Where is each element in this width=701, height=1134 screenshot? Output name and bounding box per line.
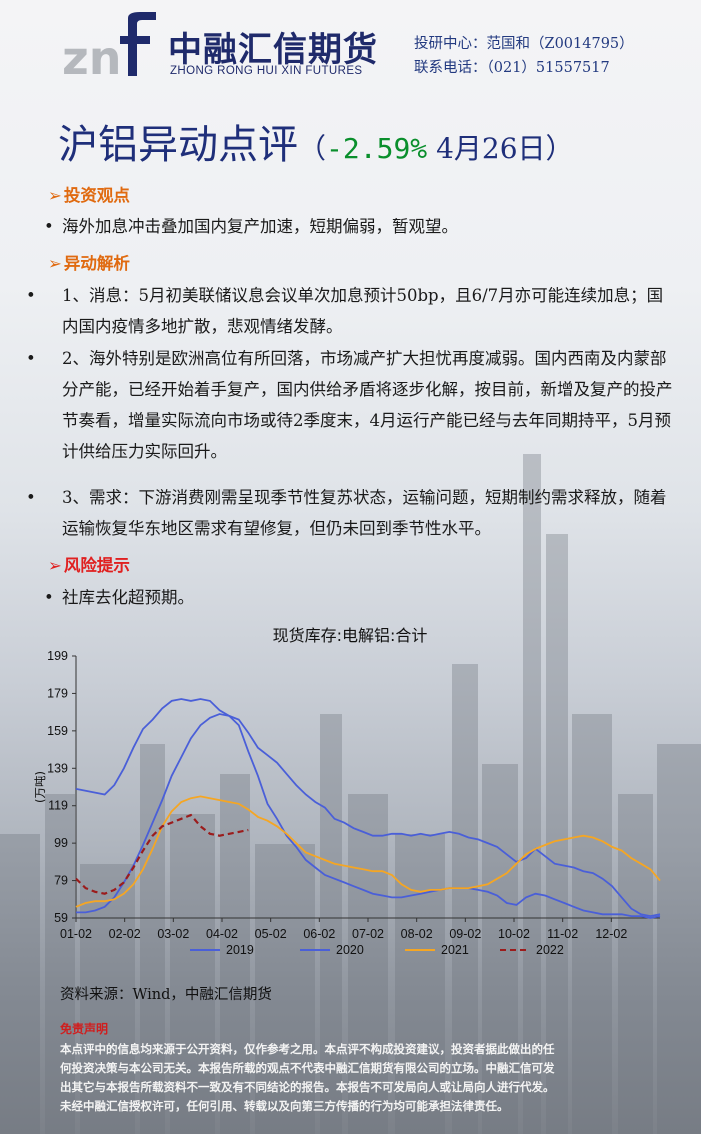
- page-title: 沪铝异动点评（-2.59% 4月26日）: [58, 112, 574, 170]
- chart-title: 现货库存:电解铝:合计: [272, 626, 428, 645]
- section-analysis-heading: ➢ 异动解析: [48, 254, 130, 273]
- series-line-2021: [75, 795, 661, 908]
- logo-english-name: ZHONG RONG HUI XIN FUTURES: [170, 65, 363, 77]
- disclaimer-line: 本点评中的信息均来源于公开资料，仅作参考之用。本点评不构成投资建议，投资者据此做…: [60, 1042, 555, 1056]
- y-tick-label: 179: [47, 686, 68, 700]
- analysis-item-3: • 3、需求：下游消费刚需呈现季节性复苏状态，运输问题，短期制约需求释放，随着运输…: [26, 482, 674, 544]
- inventory-chart: 现货库存:电解铝:合计 59 79 99 119 139 159 179 199 (万吨) 01-…: [30, 618, 680, 970]
- x-tick-label: 11-02: [547, 927, 578, 941]
- legend-label-2019: 2019: [226, 943, 254, 957]
- x-tick-label: 04-02: [206, 927, 238, 941]
- contact-analyst: 投研中心：范国和（Z0014795）: [414, 36, 634, 52]
- title-paren-close: ）: [545, 132, 574, 165]
- y-tick-label: 139: [47, 761, 68, 775]
- series-line-2020: [76, 713, 661, 919]
- bullet-dot-icon: •: [26, 488, 36, 507]
- section-risk-heading: ➢ 风险提示: [48, 556, 130, 575]
- x-tick-label: 05-02: [255, 927, 287, 941]
- section-investment-view-heading: ➢ 投资观点: [48, 186, 130, 205]
- title-paren-open: （: [298, 132, 327, 165]
- y-tick-label: 59: [54, 911, 68, 925]
- bullet-dot-icon: •: [26, 286, 36, 305]
- x-tick-label: 06-02: [303, 927, 335, 941]
- disclaimer-heading: 免责声明: [60, 1022, 109, 1036]
- arrow-right-icon: ➢: [48, 254, 62, 273]
- bullet-dot-icon: •: [44, 588, 54, 607]
- title-date: 4月26日: [427, 132, 546, 165]
- company-logo: zn 中融汇信期货 ZHONG RONG HUI XIN FUTURES: [62, 12, 382, 82]
- bullet-dot-icon: •: [26, 349, 36, 368]
- disclaimer-line: 何投资决策与本公司无关。本报告所载的观点不代表中融汇信期货有限公司的立场。中融汇…: [60, 1061, 555, 1075]
- x-tick-label: 08-02: [401, 927, 433, 941]
- analysis-item-2: • 2、海外特别是欧洲高位有所回落，市场减产扩大担忧再度减弱。国内西南及内蒙部分产…: [26, 343, 674, 467]
- series-line-2022: [75, 813, 249, 895]
- legend-label-2021: 2021: [441, 943, 469, 957]
- znf-logo-icon: zn: [62, 12, 156, 82]
- logo-chinese-name: 中融汇信期货: [168, 30, 378, 70]
- chart-plot: 59 79 99 119 139 159 179 199 (万吨) 01-02 02-02 03-02…: [33, 649, 661, 957]
- contact-info: 投研中心：范国和（Z0014795） 联系电话：（021）51557517: [414, 32, 634, 80]
- bullet-dot-icon: •: [44, 217, 54, 236]
- title-commodity: 沪铝: [58, 122, 138, 168]
- analysis-item-1: • 1、消息：5月初美联储议息会议单次加息预计50bp，且6/7月亦可能连续加息；…: [26, 280, 674, 342]
- x-tick-label: 10-02: [498, 927, 530, 941]
- x-tick-label: 09-02: [449, 927, 481, 941]
- risk-item: • 社库去化超预期。: [44, 582, 674, 613]
- arrow-right-icon: ➢: [48, 186, 62, 205]
- city-skyline-background: [0, 454, 701, 1134]
- y-tick-label: 159: [47, 724, 68, 738]
- disclaimer-line: 未经中融汇信授权许可，任何引用、转载以及向第三方传播的行为均可能承担法律责任。: [60, 1099, 509, 1113]
- x-tick-label: 02-02: [109, 927, 141, 941]
- y-tick-label: 99: [54, 836, 68, 850]
- title-topic: 异动点评: [138, 122, 298, 168]
- arrow-right-icon: ➢: [48, 556, 62, 575]
- legend-label-2022: 2022: [536, 943, 564, 957]
- x-tick-label: 01-02: [60, 927, 92, 941]
- svg-text:zn: zn: [62, 31, 122, 82]
- x-tick-label: 12-02: [595, 927, 627, 941]
- legend-label-2020: 2020: [336, 943, 364, 957]
- y-axis-label: (万吨): [33, 771, 47, 803]
- disclaimer-line: 出其它与本报告所载资料不一致及有不同结论的报告。本报告不可发局向人或让局向人进行…: [60, 1080, 555, 1094]
- investment-view-item: • 海外加息冲击叠加国内复产加速，短期偏弱，暂观望。: [44, 211, 674, 242]
- data-source: 资料来源：Wind，中融汇信期货: [60, 987, 272, 1003]
- disclaimer-body: 本点评中的信息均来源于公开资料，仅作参考之用。本点评不构成投资建议，投资者据此做…: [60, 1040, 645, 1116]
- contact-phone: 联系电话：（021）51557517: [414, 60, 610, 76]
- y-tick-label: 119: [48, 799, 68, 813]
- y-tick-label: 79: [54, 874, 68, 888]
- title-change-percent: -2.59%: [326, 132, 428, 165]
- y-tick-label: 199: [47, 649, 68, 663]
- x-tick-label: 07-02: [352, 927, 384, 941]
- series-line-2019: [75, 698, 661, 918]
- x-tick-label: 03-02: [157, 927, 189, 941]
